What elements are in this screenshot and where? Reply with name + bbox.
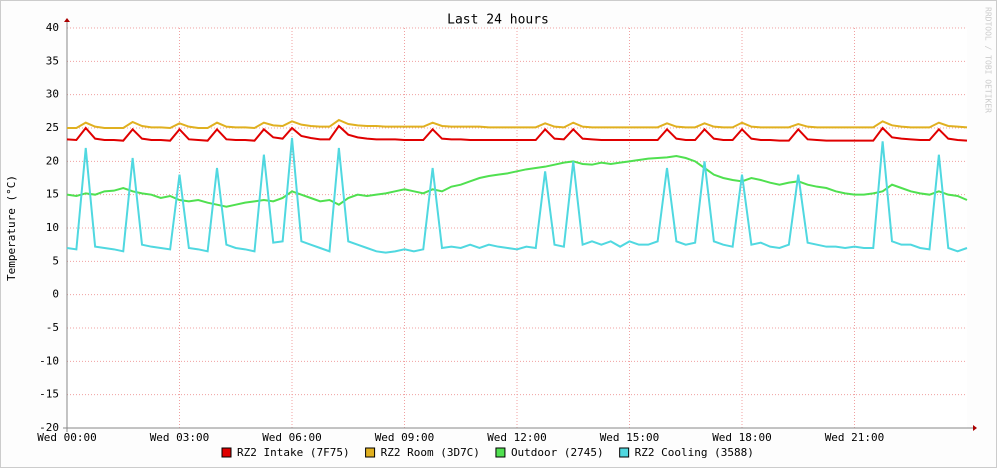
y-tick-label: -10 <box>39 354 59 367</box>
series-line <box>66 124 968 142</box>
y-tick-label: -20 <box>39 421 59 434</box>
legend-swatch <box>495 447 506 458</box>
x-tick-label: Wed 18:00 <box>712 431 772 444</box>
y-tick-label: 10 <box>46 221 59 234</box>
legend-swatch <box>221 447 232 458</box>
chart-title: Last 24 hours <box>447 13 549 28</box>
y-tick-label: 15 <box>46 188 59 201</box>
legend-label: RZ2 Intake (7F75) <box>237 446 350 459</box>
y-tick-label: 35 <box>46 54 59 67</box>
x-tick-label: Wed 06:00 <box>262 431 322 444</box>
axis-arrow <box>973 425 977 431</box>
series-line <box>66 154 968 208</box>
legend-label: RZ2 Cooling (3588) <box>635 446 754 459</box>
legend-swatch <box>365 447 376 458</box>
series-line <box>67 118 968 130</box>
axis-arrow <box>64 18 70 22</box>
legend-swatch <box>619 447 630 458</box>
series-line <box>66 137 968 254</box>
x-tick-label: Wed 03:00 <box>150 431 210 444</box>
y-tick-label: -5 <box>46 321 59 334</box>
x-tick-label: Wed 21:00 <box>825 431 885 444</box>
y-tick-label: 30 <box>46 88 59 101</box>
y-tick-label: 0 <box>52 288 59 301</box>
watermark: RRDTOOL / TOBI OETIKER <box>984 7 993 113</box>
y-tick-label: -15 <box>39 388 59 401</box>
x-tick-label: Wed 15:00 <box>600 431 660 444</box>
y-axis-label: Temperature (°C) <box>5 175 18 281</box>
y-tick-label: 40 <box>46 21 59 34</box>
x-tick-label: Wed 12:00 <box>487 431 547 444</box>
legend-label: RZ2 Room (3D7C) <box>381 446 480 459</box>
y-tick-label: 20 <box>46 154 59 167</box>
legend-label: Outdoor (2745) <box>511 446 604 459</box>
y-tick-label: 25 <box>46 121 59 134</box>
x-tick-label: Wed 09:00 <box>375 431 435 444</box>
y-tick-label: 5 <box>52 254 59 267</box>
x-tick-label: Wed 00:00 <box>37 431 97 444</box>
